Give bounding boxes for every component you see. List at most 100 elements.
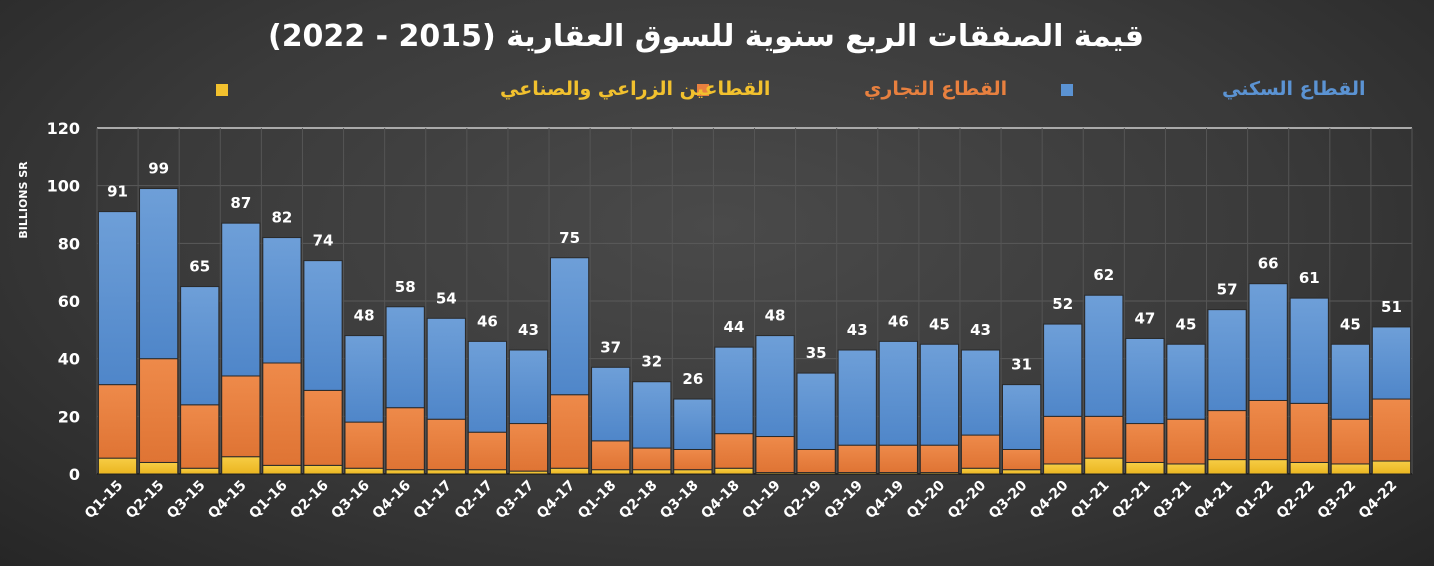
data-label-total: 47 xyxy=(1134,309,1155,327)
data-label-total: 82 xyxy=(271,209,292,227)
bar-segment-residential xyxy=(591,366,631,442)
data-label-total: 87 xyxy=(230,194,251,212)
x-tick-label: Q3-18 xyxy=(657,478,702,523)
bar-segment-commercial xyxy=(1330,418,1370,465)
bar-segment-residential xyxy=(755,335,795,438)
bar-segment-commercial xyxy=(1166,418,1206,465)
bar-segment-residential xyxy=(549,257,590,396)
data-label-total: 61 xyxy=(1299,269,1320,287)
bar-segment-industrial-agricultural xyxy=(1043,463,1083,475)
bar-segment-residential xyxy=(508,349,549,425)
bar-segment-residential xyxy=(919,343,960,446)
data-label-total: 45 xyxy=(929,315,950,333)
data-label-total: 35 xyxy=(806,344,827,362)
bar-segment-commercial xyxy=(673,448,713,471)
bar-segment-residential xyxy=(1248,283,1288,401)
x-tick-label: Q2-19 xyxy=(780,478,825,523)
bar-segment-industrial-agricultural xyxy=(1330,463,1370,475)
y-axis-label: BILLIONS SR xyxy=(17,161,30,239)
bar-segment-commercial xyxy=(139,358,179,463)
x-tick-label: Q2-17 xyxy=(452,478,497,523)
x-tick-label: Q2-20 xyxy=(945,477,990,522)
data-label-total: 75 xyxy=(559,229,580,247)
x-tick-label: Q4-18 xyxy=(698,478,743,523)
data-label-total: 48 xyxy=(354,307,375,325)
bar-segment-residential xyxy=(344,335,384,423)
bar-segment-commercial xyxy=(1125,423,1165,463)
x-tick-label: Q1-20 xyxy=(904,477,949,522)
x-axis-ticks: Q1-15Q2-15Q3-15Q4-15Q1-16Q2-16Q3-16Q4-16… xyxy=(82,477,1400,522)
y-axis-ticks: 0 20 40 60 80 100 120 xyxy=(47,119,80,484)
bar-segment-residential xyxy=(714,346,754,435)
x-tick-label: Q3-21 xyxy=(1150,478,1195,523)
bar-segment-residential xyxy=(262,237,302,364)
x-tick-label: Q4-21 xyxy=(1191,478,1236,523)
x-tick-label: Q4-17 xyxy=(534,478,579,523)
legend-label-commercial: القطاع التجاري xyxy=(864,78,1007,101)
x-tick-label: Q2-16 xyxy=(287,478,332,523)
bar-segment-industrial-agricultural xyxy=(385,469,425,475)
y-tick-label: 40 xyxy=(58,350,80,369)
bar-segment-industrial-agricultural xyxy=(1289,461,1329,475)
y-tick-label: 100 xyxy=(47,177,80,196)
bar-segment-commercial xyxy=(549,394,590,469)
data-label-total: 45 xyxy=(1176,315,1197,333)
bar-segment-residential xyxy=(1207,309,1247,412)
data-label-total: 46 xyxy=(477,312,498,330)
data-label-total: 62 xyxy=(1093,266,1114,284)
bar-segment-industrial-agricultural xyxy=(1125,461,1165,475)
bar-segment-residential xyxy=(1289,297,1329,404)
data-label-total: 31 xyxy=(1011,356,1032,374)
legend-label-industrial-agricultural: القطاعين الزراعي والصناعي xyxy=(500,78,770,100)
bar-segment-industrial-agricultural xyxy=(591,469,631,475)
bar-segment-commercial xyxy=(632,447,672,471)
data-label-total: 65 xyxy=(189,258,210,276)
bar-segment-commercial xyxy=(426,418,466,471)
bar-segment-industrial-agricultural xyxy=(1002,469,1042,475)
bar-segment-industrial-agricultural xyxy=(549,467,590,475)
bar-segment-industrial-agricultural xyxy=(1248,459,1288,475)
x-tick-label: Q4-15 xyxy=(205,478,250,523)
bar-segment-commercial xyxy=(508,423,549,472)
bar-segment-industrial-agricultural xyxy=(1166,463,1206,475)
x-tick-label: Q1-19 xyxy=(739,478,784,523)
x-tick-label: Q2-22 xyxy=(1274,478,1319,523)
bar-segment-commercial xyxy=(591,440,631,471)
bar-segment-commercial xyxy=(180,404,220,469)
x-tick-label: Q3-19 xyxy=(822,478,867,523)
bar-segment-commercial xyxy=(1002,448,1042,471)
bar-segment-commercial xyxy=(1207,410,1247,461)
data-label-total: 43 xyxy=(518,321,539,339)
data-label-total: 57 xyxy=(1217,281,1238,299)
legend: القطاع السكني القطاع التجاري القطاعين الزر… xyxy=(216,78,1366,101)
data-label-total: 43 xyxy=(847,321,868,339)
bar-segment-residential xyxy=(1002,384,1042,450)
bar-segment-residential xyxy=(1043,323,1083,417)
bar-segment-residential xyxy=(837,349,877,446)
x-tick-label: Q1-22 xyxy=(1232,478,1277,523)
x-tick-label: Q2-18 xyxy=(616,478,661,523)
data-label-total: 91 xyxy=(107,183,128,201)
bar-segment-commercial xyxy=(97,384,138,459)
legend-swatch xyxy=(697,84,709,96)
y-tick-label: 120 xyxy=(47,119,80,138)
data-label-total: 45 xyxy=(1340,315,1361,333)
bar-segment-industrial-agricultural xyxy=(714,467,754,475)
data-label-total: 58 xyxy=(395,278,416,296)
data-label-total: 37 xyxy=(600,338,621,356)
x-tick-label: Q1-21 xyxy=(1068,478,1113,523)
bars xyxy=(97,188,1412,475)
x-tick-label: Q3-16 xyxy=(328,478,373,523)
x-tick-label: Q1-16 xyxy=(246,478,291,523)
bar-segment-commercial xyxy=(344,421,384,469)
bar-segment-residential xyxy=(97,211,138,386)
bar-segment-commercial xyxy=(837,444,877,474)
x-tick-label: Q4-19 xyxy=(863,478,908,523)
x-tick-label: Q3-20 xyxy=(986,477,1031,522)
legend-swatch xyxy=(1061,84,1073,96)
data-labels: 91 99 65 87 82 74 48 58 54 46 43 75 37 32 26 44 48 35 43 46… xyxy=(107,160,1402,388)
bar-segment-commercial xyxy=(796,448,836,474)
bar-segment-commercial xyxy=(262,362,302,466)
y-tick-label: 20 xyxy=(58,407,80,426)
bar-segment-commercial xyxy=(714,433,754,469)
